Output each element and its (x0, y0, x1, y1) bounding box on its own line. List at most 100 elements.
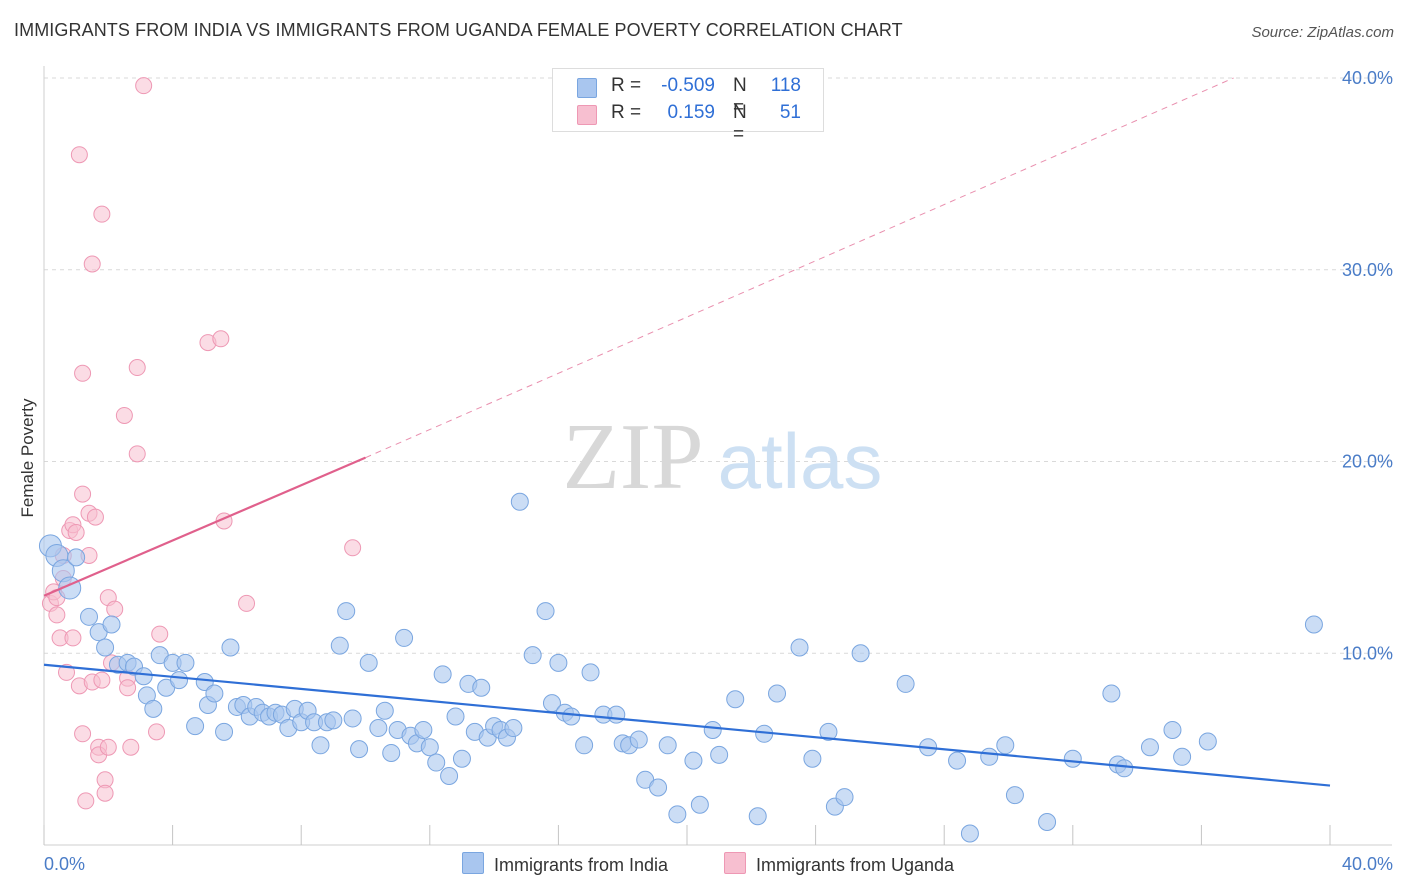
uganda-point (64, 629, 82, 647)
india-point (1063, 749, 1082, 768)
india-point (186, 717, 205, 736)
uganda-point (212, 330, 230, 348)
india-n-label: N = (733, 75, 747, 118)
x-tick-label-min: 0.0% (44, 854, 85, 874)
india-point (980, 747, 999, 766)
india-point (375, 701, 394, 720)
india-point (311, 736, 330, 755)
india-point (452, 749, 471, 768)
india-point (369, 719, 388, 738)
india-point (726, 690, 745, 709)
uganda-trend-line (43, 456, 366, 597)
india-point (96, 638, 115, 657)
watermark-zip: ZIP (563, 405, 704, 509)
tick-labels: 10.0% 20.0% 30.0% 40.0% 0.0% 40.0% (44, 68, 1393, 874)
india-point (690, 795, 709, 814)
india-point (343, 709, 362, 728)
uganda-point (74, 725, 92, 743)
india-point (215, 722, 234, 741)
india-point (330, 636, 349, 655)
india-point (134, 667, 153, 686)
india-point (658, 736, 677, 755)
india-point (440, 766, 459, 785)
india-point (629, 730, 648, 749)
watermark-atlas: atlas (718, 417, 883, 505)
india-point (176, 653, 195, 672)
india-point (221, 638, 240, 657)
india-point (1115, 759, 1134, 778)
uganda-point (344, 539, 362, 557)
uganda-point (151, 625, 169, 643)
uganda-point (99, 738, 117, 756)
india-point (433, 665, 452, 684)
india-point (575, 736, 594, 755)
india-point (337, 602, 356, 621)
uganda-point (74, 485, 92, 503)
axes (43, 66, 1392, 846)
uganda-swatch (577, 105, 597, 125)
uganda-point (148, 723, 166, 741)
uganda-point (115, 406, 133, 424)
trend-lines (43, 77, 1331, 787)
india-point (819, 722, 838, 741)
india-points (38, 492, 1323, 843)
x-tick-label-max: 40.0% (1342, 854, 1393, 874)
y-tick-label: 20.0% (1342, 452, 1393, 472)
india-point (536, 602, 555, 621)
india-point (703, 720, 722, 739)
bottom-legend-uganda-label: Immigrants from Uganda (756, 855, 955, 875)
india-point (414, 720, 433, 739)
bottom-legend-uganda: Immigrants from Uganda (724, 852, 954, 876)
uganda-point (83, 255, 101, 273)
india-point (359, 653, 378, 672)
india-point (67, 548, 86, 567)
india-point (748, 807, 767, 826)
india-point (562, 707, 581, 726)
india-point (382, 743, 401, 762)
uganda-trend-extension (365, 77, 1234, 459)
india-point (790, 638, 809, 657)
india-point (504, 719, 523, 738)
india-point (896, 674, 915, 693)
india-swatch (577, 78, 597, 98)
india-point (960, 824, 979, 843)
uganda-point (67, 523, 85, 541)
uganda-point (128, 445, 146, 463)
chart-title: IMMIGRANTS FROM INDIA VS IMMIGRANTS FROM… (14, 20, 903, 40)
india-point (1005, 786, 1024, 805)
india-point (395, 628, 414, 647)
uganda-point (119, 679, 137, 697)
uganda-point (135, 77, 153, 95)
india-n-value: 118 (770, 75, 801, 96)
uganda-r-label: R = (611, 102, 642, 123)
india-point (80, 607, 99, 626)
correlation-legend: R = -0.509 N = 118 R = 0.159 N = 51 (552, 68, 824, 145)
uganda-point (48, 606, 66, 624)
india-point (420, 738, 439, 757)
uganda-point (128, 359, 146, 377)
uganda-point (93, 205, 111, 223)
uganda-point (70, 146, 88, 164)
uganda-n-label: N = (733, 102, 747, 145)
india-point (1038, 812, 1057, 831)
y-tick-label: 30.0% (1342, 260, 1393, 280)
uganda-point (122, 738, 140, 756)
grid-lines (44, 77, 1392, 654)
india-point (195, 673, 214, 692)
india-point (996, 736, 1015, 755)
india-point (324, 711, 343, 730)
india-point (684, 751, 703, 770)
y-tick-label: 10.0% (1342, 643, 1393, 663)
india-point (607, 705, 626, 724)
bottom-legend-india-swatch (462, 852, 484, 874)
watermark: ZIP atlas (563, 405, 883, 509)
india-point (549, 653, 568, 672)
uganda-r-value: 0.159 (667, 102, 715, 123)
india-trend-line (43, 663, 1331, 787)
india-point (144, 699, 163, 718)
uganda-n-value: 51 (779, 102, 801, 123)
india-point (1198, 732, 1217, 751)
india-point (1173, 747, 1192, 766)
india-point (851, 644, 870, 663)
